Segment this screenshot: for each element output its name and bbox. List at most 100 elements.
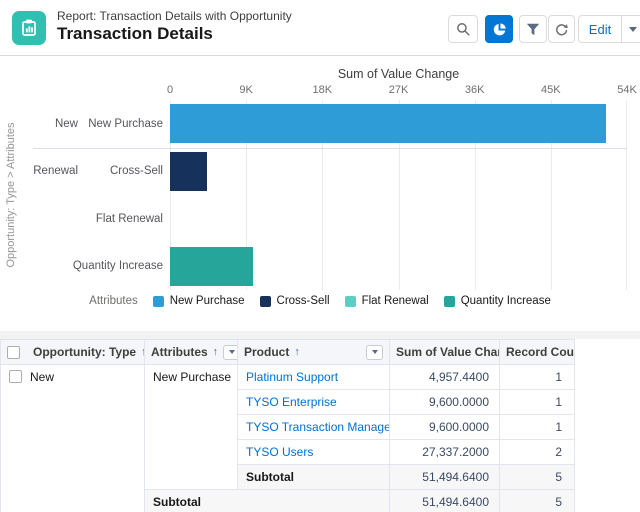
- subtotal-label-cell: Subtotal: [237, 464, 390, 490]
- group-label-new: New: [54, 117, 78, 130]
- count-cell: 1: [499, 364, 575, 390]
- product-link[interactable]: TYSO Enterprise: [246, 395, 337, 409]
- column-label: Opportunity: Type: [33, 345, 137, 359]
- legend-item-flat-renewal: Flat Renewal: [344, 295, 429, 307]
- opportunity-cell: New: [0, 364, 145, 512]
- category-label-cross-sell: Cross-Sell: [109, 165, 163, 178]
- subtotal-label-cell: Subtotal: [144, 489, 390, 512]
- search-icon: [456, 22, 470, 36]
- menu-caret-icon: [371, 350, 378, 354]
- product-cell: TYSO Users: [237, 439, 390, 465]
- legend-swatch-icon: [443, 295, 455, 307]
- filter-icon: [526, 23, 540, 35]
- sort-asc-icon: ↑: [294, 345, 300, 358]
- x-axis-tick: 0: [166, 84, 174, 96]
- x-axis-tick: 54K: [617, 84, 637, 96]
- legend-label: New Purchase: [169, 295, 245, 307]
- column-label: Record Count: [506, 345, 575, 359]
- legend-title: Attributes: [89, 295, 138, 307]
- column-header-record-count[interactable]: Record Count: [499, 339, 575, 365]
- column-header-product[interactable]: Product ↑: [237, 339, 390, 365]
- column-menu-button[interactable]: [366, 344, 383, 360]
- page-title: Transaction Details: [57, 24, 213, 43]
- product-link[interactable]: TYSO Transaction Management: [246, 420, 389, 434]
- report-table-panel: Opportunity: Type ↑ Attributes ↑ Product: [0, 339, 640, 512]
- table-row: New New Purchase Platinum Support 4,957.440…: [0, 364, 575, 512]
- value-cell: 4,957.4400: [389, 364, 500, 390]
- gridline: [474, 100, 476, 290]
- category-label-new-purchase: New Purchase: [88, 117, 163, 130]
- column-menu-button[interactable]: [223, 344, 237, 360]
- category-label-flat-renewal: Flat Renewal: [95, 212, 163, 225]
- product-link[interactable]: TYSO Users: [246, 445, 314, 459]
- filter-button[interactable]: [519, 15, 547, 43]
- x-axis-tick: 27K: [388, 84, 409, 96]
- gridline: [246, 100, 248, 290]
- edit-dropdown-button[interactable]: [622, 15, 640, 43]
- chart-title: Sum of Value Change: [337, 67, 460, 81]
- chart-legend: Attributes New Purchase Cross-Sell Flat Re…: [0, 293, 640, 309]
- gridline: [626, 100, 627, 290]
- sort-asc-icon: ↑: [141, 346, 143, 358]
- product-cell: TYSO Enterprise: [237, 389, 390, 415]
- gridline: [322, 100, 324, 290]
- dropdown-caret-icon: [628, 26, 637, 32]
- column-label: Product: [244, 345, 290, 359]
- bar-quantity-increase[interactable]: [170, 246, 253, 286]
- group-separator: [33, 147, 627, 149]
- table-row: TYSO Users 27,337.2000 2: [1, 439, 575, 465]
- gridline: [170, 100, 171, 290]
- product-cell: Platinum Support: [237, 364, 390, 390]
- subtotal-row: Subtotal 51,494.6400 5: [1, 464, 575, 490]
- chart-icon: [493, 22, 506, 35]
- group-label-renewal: Renewal: [33, 165, 78, 178]
- bar-new-purchase[interactable]: [170, 104, 606, 144]
- chart-toggle-button[interactable]: [485, 15, 513, 43]
- table-header-row: Opportunity: Type ↑ Attributes ↑ Product: [0, 339, 575, 365]
- column-header-sum-of-value-change[interactable]: Sum of Value Change: [389, 339, 500, 365]
- legend-item-quantity-increase: Quantity Increase: [443, 295, 551, 307]
- x-axis: 0 9K 18K 27K 36K 45K 54K: [166, 84, 637, 97]
- legend-label: Quantity Increase: [460, 295, 551, 307]
- attribute-cell: New Purchase: [144, 364, 238, 490]
- count-cell: 5: [499, 464, 575, 490]
- table-row: TYSO Enterprise 9,600.0000 1: [1, 389, 575, 415]
- count-cell: 1: [499, 389, 575, 415]
- gridline: [550, 100, 552, 290]
- chart-panel: Sum of Value Change Opportunity: Type > …: [0, 56, 640, 331]
- gridline: [398, 100, 400, 290]
- column-header-opportunity-type[interactable]: Opportunity: Type ↑: [0, 339, 145, 365]
- search-button[interactable]: [448, 15, 478, 43]
- x-axis-tick: 9K: [239, 84, 253, 96]
- legend-item-cross-sell: Cross-Sell: [259, 295, 330, 307]
- edit-button[interactable]: Edit: [578, 15, 622, 43]
- product-cell: TYSO Transaction Management: [237, 414, 390, 440]
- column-label: Attributes: [151, 345, 208, 359]
- x-axis-tick: 18K: [312, 84, 333, 96]
- value-cell: 51,494.6400: [389, 489, 500, 512]
- refresh-button[interactable]: [548, 15, 575, 43]
- legend-swatch-icon: [152, 295, 164, 307]
- select-all-checkbox[interactable]: [7, 345, 20, 359]
- plot-area: [170, 100, 627, 290]
- value-cell: 51,494.6400: [389, 464, 500, 490]
- product-link[interactable]: Platinum Support: [246, 370, 339, 384]
- subtotal-row: Subtotal 51,494.6400 5: [1, 489, 575, 512]
- panel-divider: [0, 331, 640, 339]
- column-header-attributes[interactable]: Attributes ↑: [144, 339, 238, 365]
- legend-item-new-purchase: New Purchase: [152, 295, 245, 307]
- report-header: Report: Transaction Details with Opportu…: [0, 0, 640, 56]
- count-cell: 5: [499, 489, 575, 512]
- bar-cross-sell[interactable]: [170, 151, 208, 191]
- report-table: Opportunity: Type ↑ Attributes ↑ Product: [0, 339, 575, 512]
- legend-label: Cross-Sell: [276, 295, 330, 307]
- x-axis-tick: 36K: [464, 84, 485, 96]
- row-checkbox[interactable]: [9, 370, 22, 383]
- legend-swatch-icon: [259, 295, 271, 307]
- legend-swatch-icon: [344, 295, 356, 307]
- edit-button-group: Edit: [578, 15, 640, 43]
- report-breadcrumb: Report: Transaction Details with Opportu…: [57, 9, 292, 23]
- value-cell: 9,600.0000: [389, 389, 500, 415]
- x-axis-tick: 45K: [541, 84, 561, 96]
- count-cell: 2: [499, 439, 575, 465]
